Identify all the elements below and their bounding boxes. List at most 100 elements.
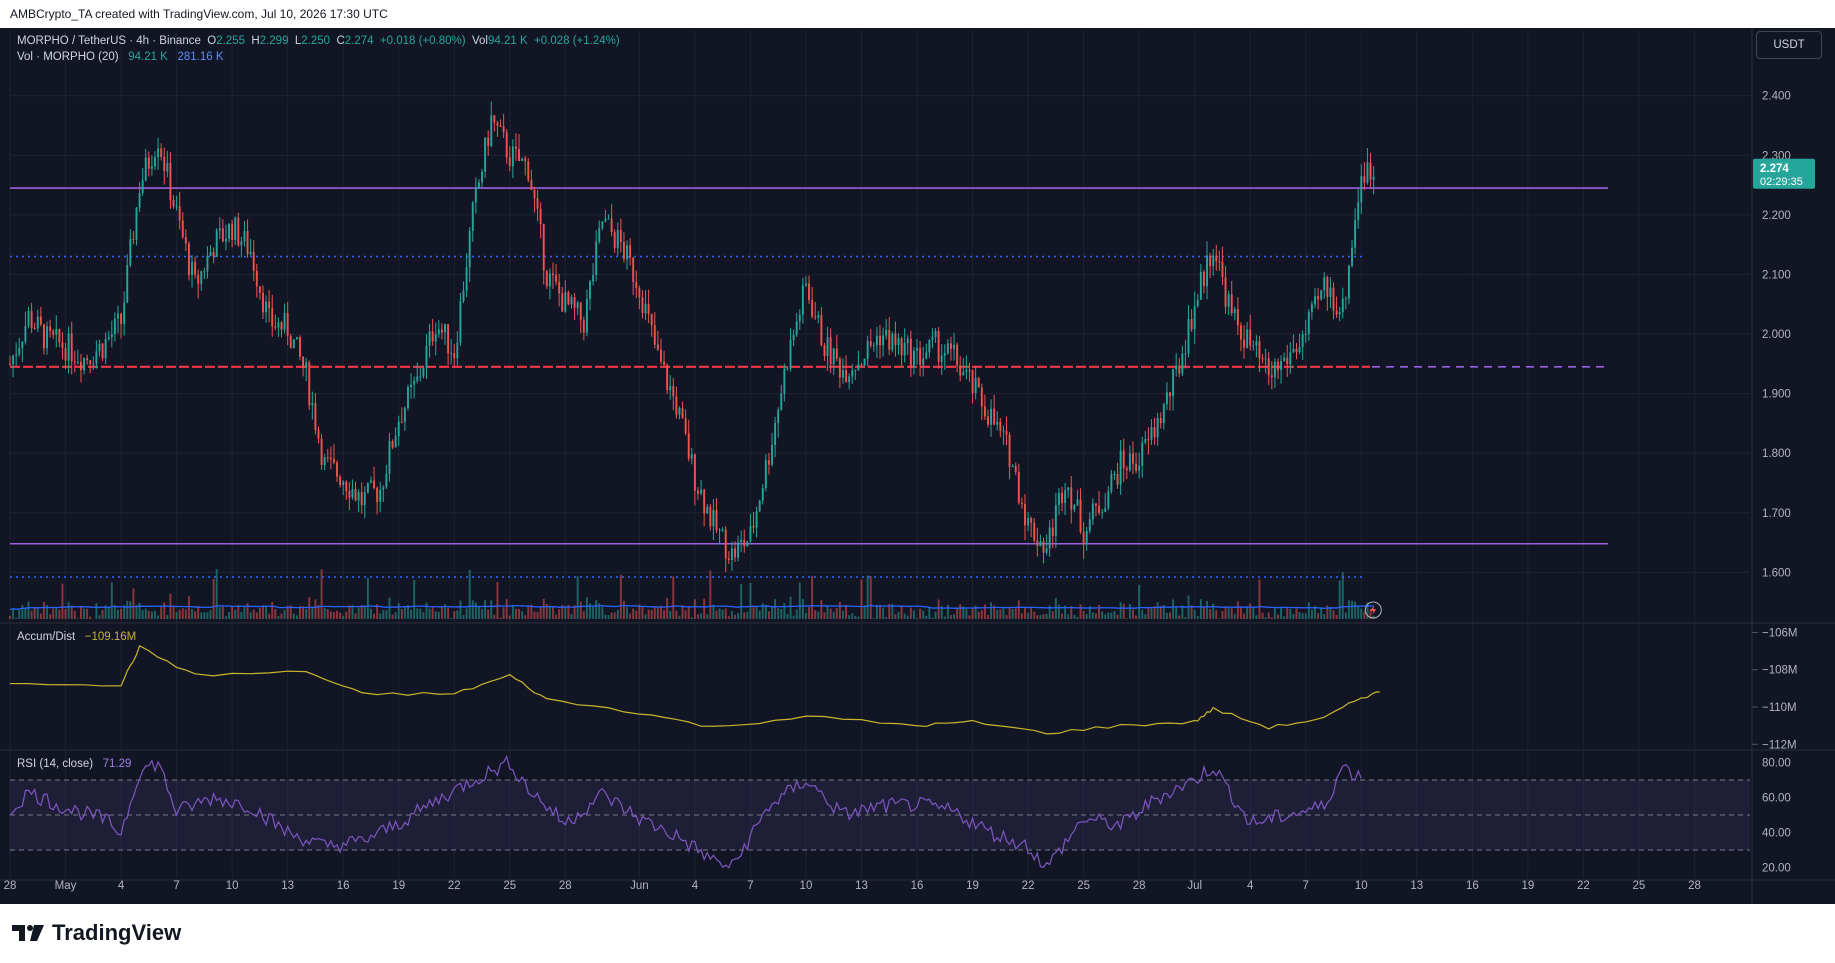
volume-bar (693, 599, 696, 619)
volume-bar (76, 618, 79, 619)
chart-canvas[interactable]: 28 May 4 7 10 13 16 19 22 25 28 Jun 4 7 10 13 16 19 22 25 28… (0, 28, 1835, 904)
candle-body (1147, 439, 1150, 441)
candle-body (212, 252, 215, 257)
volume-bar (780, 608, 783, 619)
candle-body (1085, 531, 1088, 545)
candle-body (814, 316, 817, 318)
date-tick-label: 10 (800, 880, 813, 892)
candle-body (1252, 345, 1255, 347)
candle-body (644, 303, 647, 314)
volume-bar (1085, 614, 1088, 619)
volume-bar (746, 611, 749, 619)
candle-body (243, 231, 246, 242)
candle-body (780, 393, 783, 410)
ad-tick-label: −112M (1762, 739, 1797, 751)
candle-body (622, 242, 625, 260)
volume-bar (1307, 602, 1310, 619)
candle-body (678, 408, 681, 415)
candle-body (527, 161, 530, 181)
candle-body (533, 189, 536, 198)
candle-body (191, 261, 193, 275)
volume-bar (1020, 613, 1023, 619)
candle-body (237, 217, 240, 246)
date-tick-label: Jul (1187, 880, 1202, 892)
candle-body (388, 441, 391, 474)
volume-bar (428, 608, 431, 619)
currency-button[interactable]: USDT (1756, 31, 1822, 59)
candle-body (1320, 290, 1323, 300)
volume-bar (249, 612, 252, 619)
candle-body (598, 227, 601, 242)
volume-bar (573, 605, 576, 619)
candle-body (956, 344, 959, 366)
candle-body (46, 326, 48, 349)
candle-body (440, 329, 443, 333)
candle-body (209, 252, 212, 257)
candle-body (351, 488, 354, 498)
volume-bar (299, 606, 301, 619)
candle-body (613, 232, 616, 249)
volume-bar (407, 605, 409, 619)
candle-body (465, 267, 468, 291)
volume-bar (1286, 608, 1289, 619)
volume-bar (940, 606, 943, 619)
candle-body (89, 360, 92, 364)
volume-bar (1277, 614, 1279, 619)
candle-body (252, 251, 255, 271)
tradingview-logo[interactable]: TradingView (12, 920, 181, 946)
volume-bar (101, 609, 104, 619)
candle-body (234, 217, 237, 241)
volume-bar (1264, 617, 1267, 619)
candle-body (953, 344, 955, 349)
candle-body (925, 352, 928, 359)
candle-body (1304, 334, 1307, 336)
candle-body (271, 308, 274, 327)
candle-body (681, 408, 684, 419)
candle-body (872, 345, 875, 347)
candle-body (262, 292, 264, 313)
date-tick-label: 19 (966, 880, 979, 892)
volume-bar (1014, 608, 1017, 619)
candle-body (231, 223, 234, 241)
candle-body (1070, 487, 1073, 510)
volume-bar (826, 605, 829, 619)
volume-bar (138, 602, 141, 619)
date-tick-label: 16 (337, 880, 350, 892)
volume-bar (993, 605, 996, 619)
volume-bar (403, 606, 406, 619)
volume-bar (1088, 606, 1091, 619)
volume-bar (1045, 613, 1048, 619)
candle-body (826, 337, 829, 357)
volume-bar (203, 612, 206, 619)
candle-body (737, 542, 740, 558)
volume-bar (209, 610, 212, 619)
candle-body (490, 115, 493, 146)
volume-bar (595, 600, 598, 619)
volume-bar (496, 581, 499, 619)
volume-bar (419, 608, 422, 619)
candle-body (33, 328, 36, 330)
volume-bar (197, 605, 200, 619)
volume-bar (771, 607, 773, 619)
candle-body (1011, 465, 1014, 467)
candle-body (175, 206, 178, 208)
candle-body (767, 460, 770, 465)
volume-bar (98, 615, 101, 619)
tradingview-wordmark: TradingView (52, 920, 182, 945)
volume-bar (558, 609, 561, 619)
volume-bar (1144, 614, 1147, 619)
candle-body (1236, 308, 1239, 326)
volume-bar (39, 613, 42, 619)
candle-body (589, 281, 591, 299)
volume-bar (857, 616, 860, 619)
low-label: L (294, 35, 302, 47)
candle-body (950, 343, 952, 349)
volume-bar (928, 608, 931, 619)
ad-legend: Accum/Dist −109.16M (17, 631, 136, 643)
date-tick-label: 10 (1355, 880, 1368, 892)
volume-bar (1054, 597, 1057, 619)
volume-bar (163, 602, 166, 619)
candle-body (9, 363, 11, 365)
candle-body (968, 370, 971, 372)
candle-body (916, 348, 918, 351)
